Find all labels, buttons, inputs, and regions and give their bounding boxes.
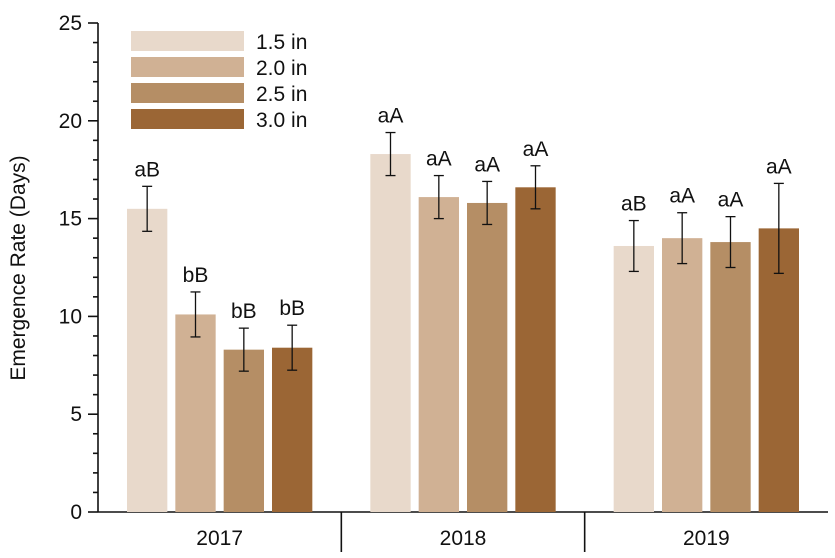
bar [710,242,751,512]
significance-label: aA [669,185,695,208]
significance-label: aA [718,189,744,212]
significance-label: aA [523,138,549,161]
legend-label: 2.0 in [256,57,307,80]
x-category-label: 2018 [440,527,487,550]
bar [418,197,459,513]
y-tick-label: 15 [59,208,82,231]
x-axis: 2017 2018 2019 [98,511,828,552]
bar [175,314,216,512]
legend-swatch [131,83,244,103]
bar [515,187,556,512]
bar [467,202,508,512]
legend-swatch [131,31,244,51]
bar [613,245,654,512]
bars: aB bB bB bB aA aA aA aA aB aA aA aA [127,105,799,513]
significance-label: bB [279,297,305,320]
y-axis: 0 5 10 15 20 25 [59,12,99,524]
significance-label: aB [134,158,160,181]
y-tick-label: 5 [70,403,82,426]
bar [370,154,411,512]
legend-label: 2.5 in [256,83,307,106]
significance-label: aA [474,153,500,176]
bar [223,349,264,512]
bar [662,238,703,512]
significance-label: aB [621,193,647,216]
legend-swatch [131,57,244,77]
significance-label: aA [378,105,404,128]
legend-swatch [131,109,244,129]
significance-label: bB [231,300,257,323]
x-category-label: 2017 [196,527,243,550]
x-category-label: 2019 [683,527,730,550]
bar [272,347,313,512]
significance-label: bB [183,264,209,287]
bar [127,208,168,512]
y-tick-label: 25 [59,12,82,35]
legend-label: 1.5 in [256,31,307,54]
significance-label: aA [426,148,452,171]
y-tick-label: 10 [59,305,82,328]
bar [758,228,799,512]
y-tick-label: 20 [59,110,82,133]
y-tick-label: 0 [70,501,82,524]
legend-label: 3.0 in [256,109,307,132]
legend: 1.5 in 2.0 in 2.5 in 3.0 in [131,31,307,132]
y-axis-label: Emergence Rate (Days) [7,155,30,380]
significance-label: aA [766,155,792,178]
